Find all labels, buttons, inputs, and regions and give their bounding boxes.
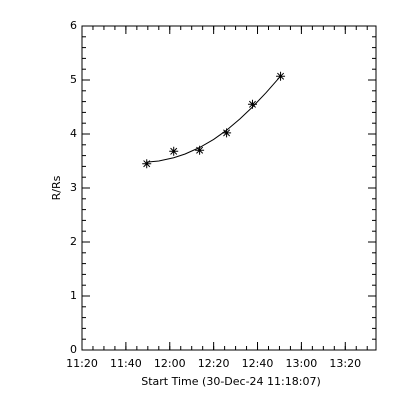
fit-line	[146, 75, 281, 163]
data-point	[195, 145, 205, 155]
y-tick-label: 4	[70, 127, 77, 140]
plot-frame	[81, 25, 377, 351]
y-tick-label: 3	[70, 181, 77, 194]
x-tick-label: 13:20	[329, 357, 361, 370]
data-point	[247, 99, 257, 109]
y-tick-label: 1	[70, 289, 77, 302]
x-tick-label: 13:00	[286, 357, 318, 370]
y-tick-label: 6	[70, 19, 77, 32]
y-tick-label: 2	[70, 235, 77, 248]
y-axis-label: R/Rs	[50, 175, 63, 200]
x-tick-label: 11:20	[66, 357, 98, 370]
data-point	[276, 71, 286, 81]
x-tick-label: 11:40	[110, 357, 142, 370]
data-point	[222, 128, 232, 138]
x-tick-label: 12:00	[154, 357, 186, 370]
data-point	[142, 159, 152, 169]
y-tick-label: 5	[70, 73, 77, 86]
y-tick-label: 0	[70, 343, 77, 356]
x-axis-label: Start Time (30-Dec-24 11:18:07)	[141, 375, 321, 388]
data-point	[169, 146, 179, 156]
x-tick-label: 12:40	[242, 357, 274, 370]
x-tick-label: 12:20	[198, 357, 230, 370]
